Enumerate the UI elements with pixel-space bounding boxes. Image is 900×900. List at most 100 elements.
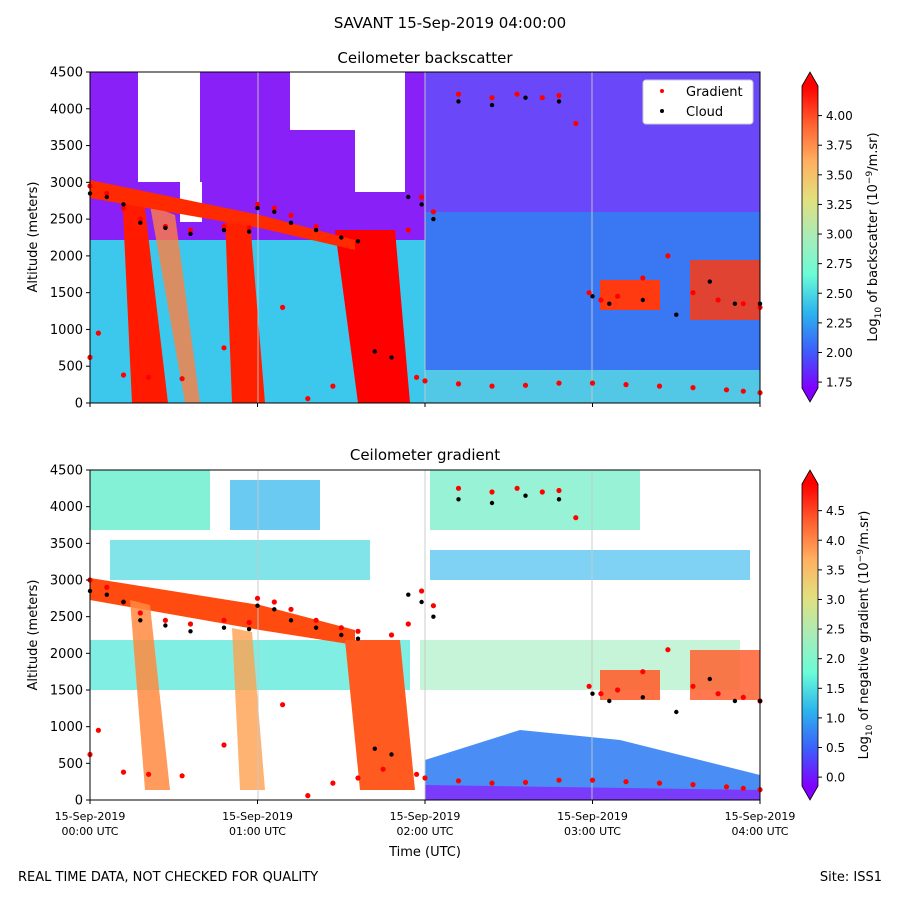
gradient-y-axis: 0 500 1000 1500 2000 2500 3000 3500 4000 4500 (50, 464, 90, 809)
site-label: Site: ISS1 (819, 870, 882, 885)
backscatter-gradient-point (221, 345, 227, 351)
backscatter-y-tick-label: 2000 (50, 249, 83, 264)
backscatter-colorbar-tick-label: 3.25 (826, 198, 853, 212)
gradient-colorbar-tick-label: 1.5 (826, 682, 845, 696)
backscatter-y-tick-label: 4000 (50, 102, 83, 117)
gradient-cloud-point (163, 623, 168, 628)
gradient-cloud-point (389, 752, 394, 757)
gradient-markers (87, 485, 763, 799)
gradient-colorbar-tick-label: 1.0 (826, 711, 845, 725)
gradient-gradient-point (271, 599, 277, 605)
backscatter-gradient-point (514, 91, 520, 97)
gradient-gradient-point (305, 793, 311, 799)
gradient-gradient-point (455, 485, 462, 491)
gradient-region-upper-left (90, 470, 210, 530)
backscatter-gradient-point (414, 374, 420, 380)
backscatter-red-plume-2 (225, 215, 265, 403)
backscatter-gradient-point (246, 225, 252, 231)
backscatter-gradient-point (95, 330, 101, 336)
gradient-cloud-point (272, 607, 277, 612)
gradient-y-tick-label: 2000 (50, 647, 83, 662)
backscatter-gradient-point (179, 376, 185, 382)
backscatter-colorbar-ticks: 1.75 2.00 2.25 2.50 2.75 3.00 3.25 3.50 3.75 4.00 (818, 109, 853, 390)
backscatter-gradient-point (455, 91, 462, 97)
gradient-panel: Ceilometer gradient 0 500 1000 1500 2000 2500… (26, 446, 875, 860)
backscatter-gradient-point (280, 304, 286, 310)
gradient-cloud-point (355, 636, 361, 641)
backscatter-gradient-point (187, 227, 194, 233)
backscatter-cloud-point (163, 225, 168, 231)
gradient-x-tick-time: 02:00 UTC (396, 825, 453, 838)
gradient-x-tick-date: 15-Sep-2019 (725, 810, 796, 823)
backscatter-cloud-point (389, 355, 394, 360)
gradient-colorbar-tick-label: 0.5 (826, 741, 845, 755)
gradient-orange-plume-2 (232, 628, 265, 790)
gradient-cloud-point (523, 493, 528, 498)
gradient-orange-plume-1 (130, 600, 170, 790)
backscatter-colorbar-tick-label: 3.50 (826, 168, 853, 182)
gradient-gradient-point (338, 625, 344, 631)
backscatter-cloud-point (732, 301, 738, 306)
backscatter-cloud-point (523, 95, 528, 100)
backscatter-gradient-point (586, 290, 592, 296)
backscatter-late-cloud-2 (690, 260, 760, 320)
gradient-gradient-point (690, 782, 696, 788)
backscatter-gradient-point (137, 216, 143, 222)
backscatter-red-plume-3 (335, 230, 410, 403)
backscatter-colorbar-upper-arrow (802, 72, 818, 86)
gradient-y-tick-label: 4000 (50, 500, 83, 515)
backscatter-colorbar-tick-label: 3.00 (826, 228, 853, 242)
backscatter-cloud-point (456, 99, 461, 104)
gradient-gradient-point (330, 780, 336, 786)
backscatter-gradient-point (388, 238, 395, 244)
backscatter-gradient-point (489, 95, 495, 101)
gradient-gradient-point (740, 785, 746, 791)
backscatter-gradient-point (573, 120, 579, 127)
backscatter-gradient-point (355, 378, 361, 384)
backscatter-cloud-point (590, 294, 595, 299)
gradient-gradient-point (120, 769, 127, 775)
gradient-cloud-point (419, 599, 424, 605)
backscatter-cloud-point (556, 99, 562, 104)
gradient-gradient-point (556, 777, 562, 783)
legend: Gradient Cloud (642, 79, 754, 125)
backscatter-cloud-point (104, 194, 110, 200)
backscatter-orange-plume (150, 205, 200, 403)
gradient-y-tick-label: 2500 (50, 610, 83, 625)
gradient-colorbar-tick-label: 2.5 (826, 623, 845, 637)
backscatter-gradient-point (355, 234, 361, 240)
backscatter-gradient-point (313, 223, 319, 230)
backscatter-gradient-point (422, 378, 428, 384)
gradient-gradient-point (665, 647, 671, 653)
backscatter-missing-data-a (138, 72, 200, 182)
gradient-gradient-point (179, 773, 185, 779)
gradient-colorbar-upper-arrow (802, 470, 818, 484)
backscatter-gradient-point (556, 380, 562, 386)
gradient-cloud-point (431, 614, 436, 619)
gradient-gradient-point (615, 687, 621, 693)
gradient-gradient-point (146, 771, 152, 777)
backscatter-cloud-point (707, 279, 712, 284)
gradient-gradient-point (405, 621, 411, 627)
gradient-region-mid-right (430, 550, 750, 580)
gradient-gradient-point (137, 610, 143, 616)
backscatter-y-label: Altitude (meters) (26, 182, 41, 293)
backscatter-y-tick-label: 3500 (50, 139, 83, 154)
gradient-region-lower-right (420, 640, 740, 690)
legend-gradient-label: Gradient (686, 85, 743, 100)
gradient-colorbar-tick-label: 3.5 (826, 563, 845, 577)
gradient-y-tick-label: 3500 (50, 537, 83, 552)
backscatter-colorbar-tick-label: 2.75 (826, 257, 853, 271)
gradient-x-tick-time: 04:00 UTC (731, 825, 788, 838)
backscatter-colorbar-tick-label: 4.00 (826, 109, 853, 123)
figure-title: SAVANT 15-Sep-2019 04:00:00 (333, 14, 567, 32)
backscatter-gradient-point (522, 382, 529, 388)
gradient-cloud-point (221, 625, 227, 630)
backscatter-y-axis: 0 500 1000 1500 2000 2500 3000 3500 4000 4500 (50, 66, 90, 412)
backscatter-cloud-point (272, 209, 277, 214)
gradient-x-axis: 15-Sep-2019 00:00 UTC 15-Sep-2019 01:00 UTC… (55, 800, 796, 838)
gradient-gradient-point (288, 606, 294, 612)
backscatter-gradient-point (640, 275, 646, 281)
gradient-surface-violet (425, 785, 760, 800)
